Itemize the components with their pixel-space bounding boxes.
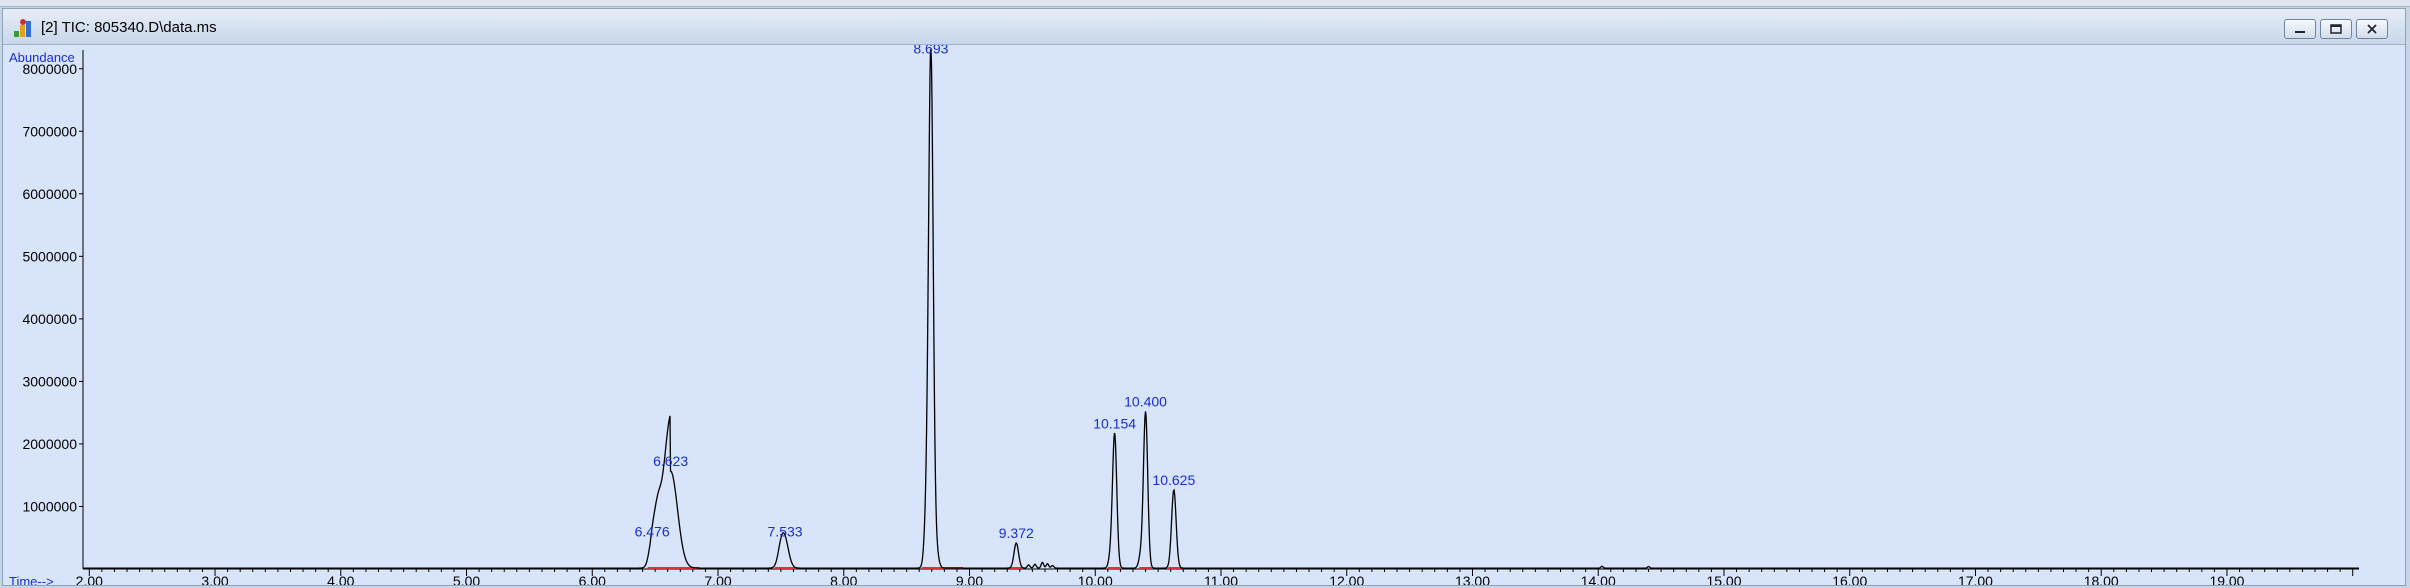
minimize-icon: [2295, 31, 2305, 33]
x-axis-title: Time-->: [9, 574, 54, 585]
window-title: [2] TIC: 805340.D\data.ms: [41, 19, 217, 36]
chromatogram-app-icon: [14, 19, 31, 37]
restore-button[interactable]: [2320, 19, 2352, 39]
x-tick-label: 5.00: [453, 573, 480, 585]
window-titlebar[interactable]: [2] TIC: 805340.D\data.ms: [3, 9, 2405, 45]
chromatogram-window: [2] TIC: 805340.D\data.ms 1000000 2000000…: [2, 8, 2406, 586]
x-tick-label: 8.00: [830, 573, 857, 585]
x-tick-label: 14.00: [1581, 573, 1616, 585]
x-tick-label: 15.00: [1706, 573, 1741, 585]
parent-toolbar-strip: [0, 0, 2410, 7]
y-tick-label: 6000000: [22, 186, 77, 202]
x-tick-label: 4.00: [327, 573, 354, 585]
y-tick-label: 7000000: [22, 123, 77, 139]
close-button[interactable]: [2356, 19, 2388, 39]
x-tick-label: 16.00: [1832, 573, 1867, 585]
minimize-button[interactable]: [2284, 19, 2316, 39]
restore-icon: [2330, 24, 2342, 34]
peak-label: 6.476: [635, 524, 670, 540]
y-tick-label: 4000000: [22, 311, 77, 327]
y-tick-label: 8000000: [22, 61, 77, 77]
x-tick-label: 2.00: [76, 573, 103, 585]
peak-label: 10.154: [1093, 416, 1136, 432]
peak-label: 9.372: [999, 525, 1034, 541]
chromatogram-chart: 1000000 2000000 3000000 4000000 5000000 60000…: [9, 45, 2359, 585]
x-tick-label: 18.00: [2084, 573, 2119, 585]
x-tick-label: 11.00: [1204, 573, 1238, 585]
close-icon: [2367, 24, 2377, 34]
x-tick-label: 12.00: [1329, 573, 1364, 585]
y-tick-label: 2000000: [22, 436, 77, 452]
y-tick-label: 1000000: [22, 498, 77, 514]
chart-area: 1000000 2000000 3000000 4000000 5000000 60000…: [3, 45, 2405, 585]
peak-label: 6.623: [653, 453, 688, 469]
x-tick-label: 17.00: [1958, 573, 1993, 585]
y-tick-label: 5000000: [22, 248, 77, 264]
x-tick-label: 13.00: [1455, 573, 1490, 585]
tic-trace: [83, 49, 2359, 569]
x-tick-label: 19.00: [2209, 573, 2244, 585]
peak-label: 10.625: [1152, 472, 1195, 488]
peak-label: 8.693: [913, 45, 948, 56]
peak-label: 10.400: [1124, 394, 1167, 410]
y-tick-label: 3000000: [22, 373, 77, 389]
x-tick-label: 10.00: [1078, 573, 1113, 585]
x-tick-label: 9.00: [956, 573, 983, 585]
x-tick-label: 7.00: [704, 573, 731, 585]
x-tick-label: 3.00: [201, 573, 228, 585]
x-tick-label: 6.00: [579, 573, 606, 585]
peak-label: 7.533: [768, 524, 803, 540]
y-axis-title: Abundance: [9, 50, 75, 65]
